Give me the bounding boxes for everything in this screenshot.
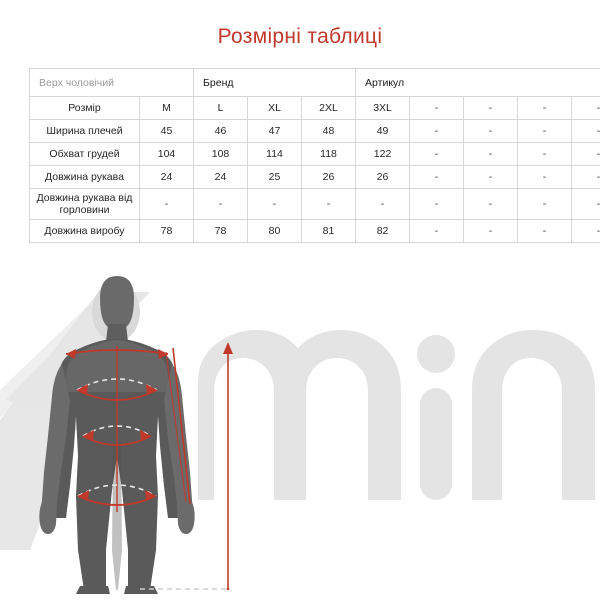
- cell-r1-c8: -: [571, 119, 600, 143]
- cell-r0-c3: 2XL: [301, 96, 357, 120]
- cell-r0-c7: -: [517, 96, 573, 120]
- row-label-2: Обхват грудей: [29, 142, 140, 166]
- cell-r4-c7: -: [517, 188, 573, 220]
- cell-r5-c6: -: [463, 219, 519, 243]
- cell-r0-c8: -: [571, 96, 600, 120]
- cell-r3-c8: -: [571, 165, 600, 189]
- male-body-silhouette: [39, 276, 195, 594]
- cell-r1-c1: 46: [193, 119, 249, 143]
- cell-r2-c5: -: [409, 142, 465, 166]
- table-group-header-1: Бренд: [193, 68, 357, 97]
- cell-r1-c7: -: [517, 119, 573, 143]
- cell-r2-c4: 122: [355, 142, 411, 166]
- table-group-header-row: Верх чоловічий Бренд Артикул: [28, 68, 600, 97]
- cell-r2-c8: -: [571, 142, 600, 166]
- cell-r4-c1: -: [193, 188, 249, 220]
- sleeve-length-line-inner: [165, 351, 187, 503]
- cell-r2-c6: -: [463, 142, 519, 166]
- cell-r5-c2: 80: [247, 219, 303, 243]
- cell-r5-c1: 78: [193, 219, 249, 243]
- cell-r3-c4: 26: [355, 165, 411, 189]
- row-label-3: Довжина рукава: [29, 165, 140, 189]
- cell-r0-c1: L: [193, 96, 249, 120]
- cell-r3-c7: -: [517, 165, 573, 189]
- shoulder-arrow-right: [158, 349, 168, 359]
- cell-r4-c4: -: [355, 188, 411, 220]
- table-group-header-0: Верх чоловічий: [28, 68, 195, 97]
- row-label-1: Ширина плечей: [29, 119, 140, 143]
- cell-r5-c5: -: [409, 219, 465, 243]
- cell-r0-c6: -: [463, 96, 519, 120]
- page-title: Розмірні таблиці: [217, 25, 383, 48]
- table-row: Довжина рукава від горловини----------: [29, 188, 600, 220]
- row-label-0: Розмір: [29, 96, 140, 120]
- shoulder-width-line: [65, 349, 169, 355]
- cell-r2-c7: -: [517, 142, 573, 166]
- cell-r1-c5: -: [409, 119, 465, 143]
- cell-r4-c0: -: [138, 188, 195, 220]
- size-table: Верх чоловічий Бренд Артикул Розмір M L XL 2XL 3…: [28, 68, 600, 243]
- cell-r5-c7: -: [517, 219, 573, 243]
- cell-r3-c2: 25: [247, 165, 303, 189]
- cell-r2-c1: 108: [193, 142, 249, 166]
- measurement-overlay: [65, 342, 233, 590]
- cell-r3-c3: 26: [301, 165, 357, 189]
- cell-r1-c0: 45: [138, 119, 195, 143]
- cell-r4-c8: -: [571, 188, 600, 220]
- cell-r3-c5: -: [409, 165, 465, 189]
- cell-r2-c3: 118: [301, 142, 357, 166]
- cell-r2-c0: 104: [138, 142, 195, 166]
- cell-r1-c2: 47: [247, 119, 303, 143]
- cell-r0-c2: XL: [247, 96, 303, 120]
- cell-r1-c6: -: [463, 119, 519, 143]
- cell-r5-c4: 82: [355, 219, 411, 243]
- chest-arrow-right: [146, 384, 157, 395]
- cell-r4-c6: -: [463, 188, 519, 220]
- height-arrow-head-top: [223, 342, 233, 354]
- cell-r4-c3: -: [301, 188, 357, 220]
- table-group-header-2: Артикул: [355, 68, 600, 97]
- cell-r3-c0: 24: [138, 165, 195, 189]
- hip-arrow-right: [145, 490, 156, 501]
- size-table-container: Верх чоловічий Бренд Артикул Розмір M L XL 2XL 3…: [28, 68, 600, 243]
- sleeve-length-line: [172, 347, 191, 505]
- cell-r0-c5: -: [409, 96, 465, 120]
- cell-r5-c8: -: [571, 219, 600, 243]
- shoulder-arrow-left: [66, 349, 76, 359]
- row-label-5: Довжина виробу: [29, 219, 140, 243]
- body-measurement-illustration: [0, 250, 600, 600]
- waist-arrow-right: [140, 430, 151, 441]
- cell-r1-c3: 48: [301, 119, 357, 143]
- cell-r3-c6: -: [463, 165, 519, 189]
- cell-r5-c3: 81: [301, 219, 357, 243]
- cell-r4-c5: -: [409, 188, 465, 220]
- cell-r0-c0: M: [138, 96, 195, 120]
- row-label-4: Довжина рукава від горловини: [29, 188, 140, 220]
- cell-r4-c2: -: [247, 188, 303, 220]
- hip-arrow-left: [78, 490, 89, 501]
- cell-r0-c4: 3XL: [355, 96, 411, 120]
- waist-arrow-left: [83, 430, 94, 441]
- body-figure-svg: [0, 276, 595, 594]
- cell-r3-c1: 24: [193, 165, 249, 189]
- cell-r5-c0: 78: [138, 219, 195, 243]
- chest-arrow-left: [77, 384, 88, 395]
- cell-r1-c4: 49: [355, 119, 411, 143]
- cell-r2-c2: 114: [247, 142, 303, 166]
